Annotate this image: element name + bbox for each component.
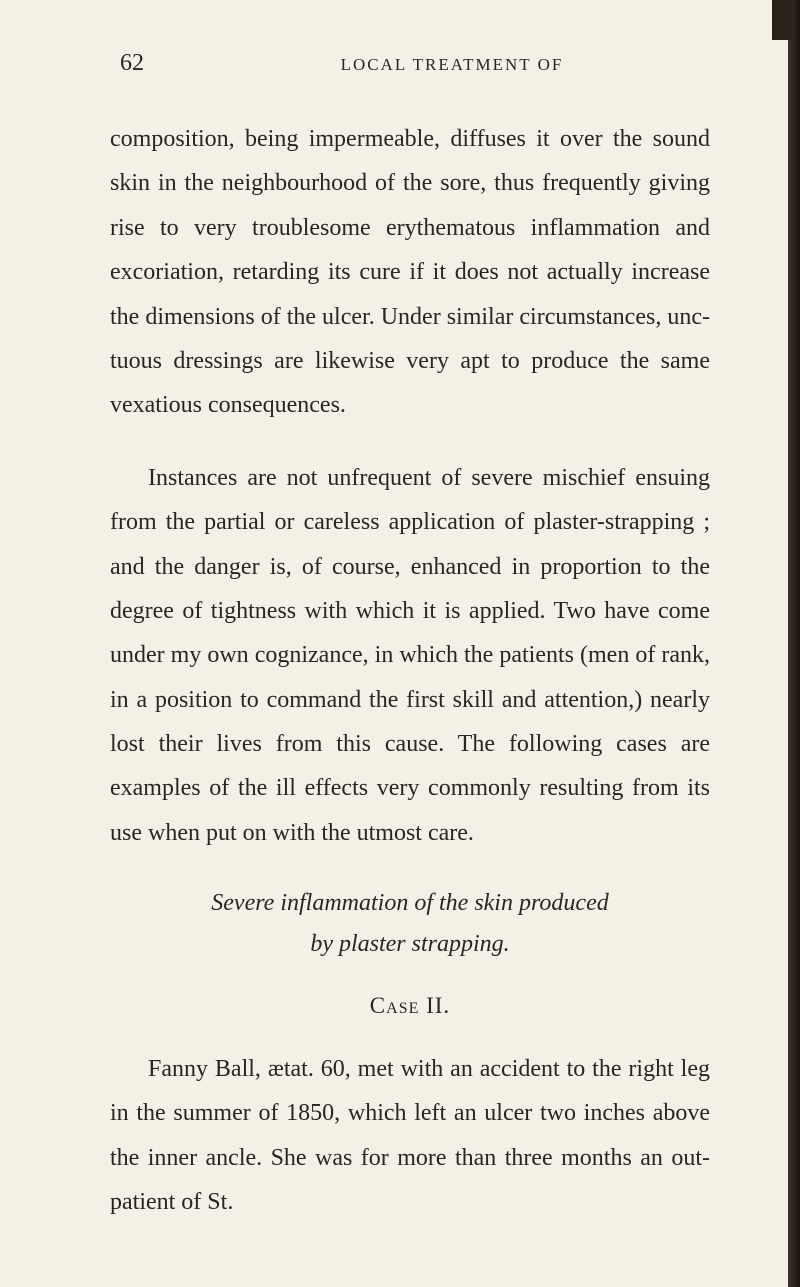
- page-header: 62 LOCAL TREATMENT OF: [110, 50, 710, 77]
- paragraph-3: Fanny Ball, ætat. 60, met with an accide…: [110, 1047, 710, 1225]
- paragraph-1: composition, being impermeable, diffuses…: [110, 117, 710, 428]
- section-title-line2: by plaster strapping.: [310, 931, 509, 957]
- case-label: Case II.: [110, 993, 710, 1019]
- section-title: Severe inflammation of the skin produced…: [110, 883, 710, 965]
- section-title-line1: Severe inflammation of the skin produced: [211, 890, 608, 916]
- running-header: LOCAL TREATMENT OF: [204, 55, 700, 75]
- paragraph-2: Instances are not unfrequent of severe m…: [110, 456, 710, 856]
- case-label-text: Case II.: [370, 993, 450, 1018]
- page-edge-shadow: [788, 0, 800, 1287]
- page-number: 62: [120, 50, 144, 77]
- page-corner-dark: [772, 0, 792, 40]
